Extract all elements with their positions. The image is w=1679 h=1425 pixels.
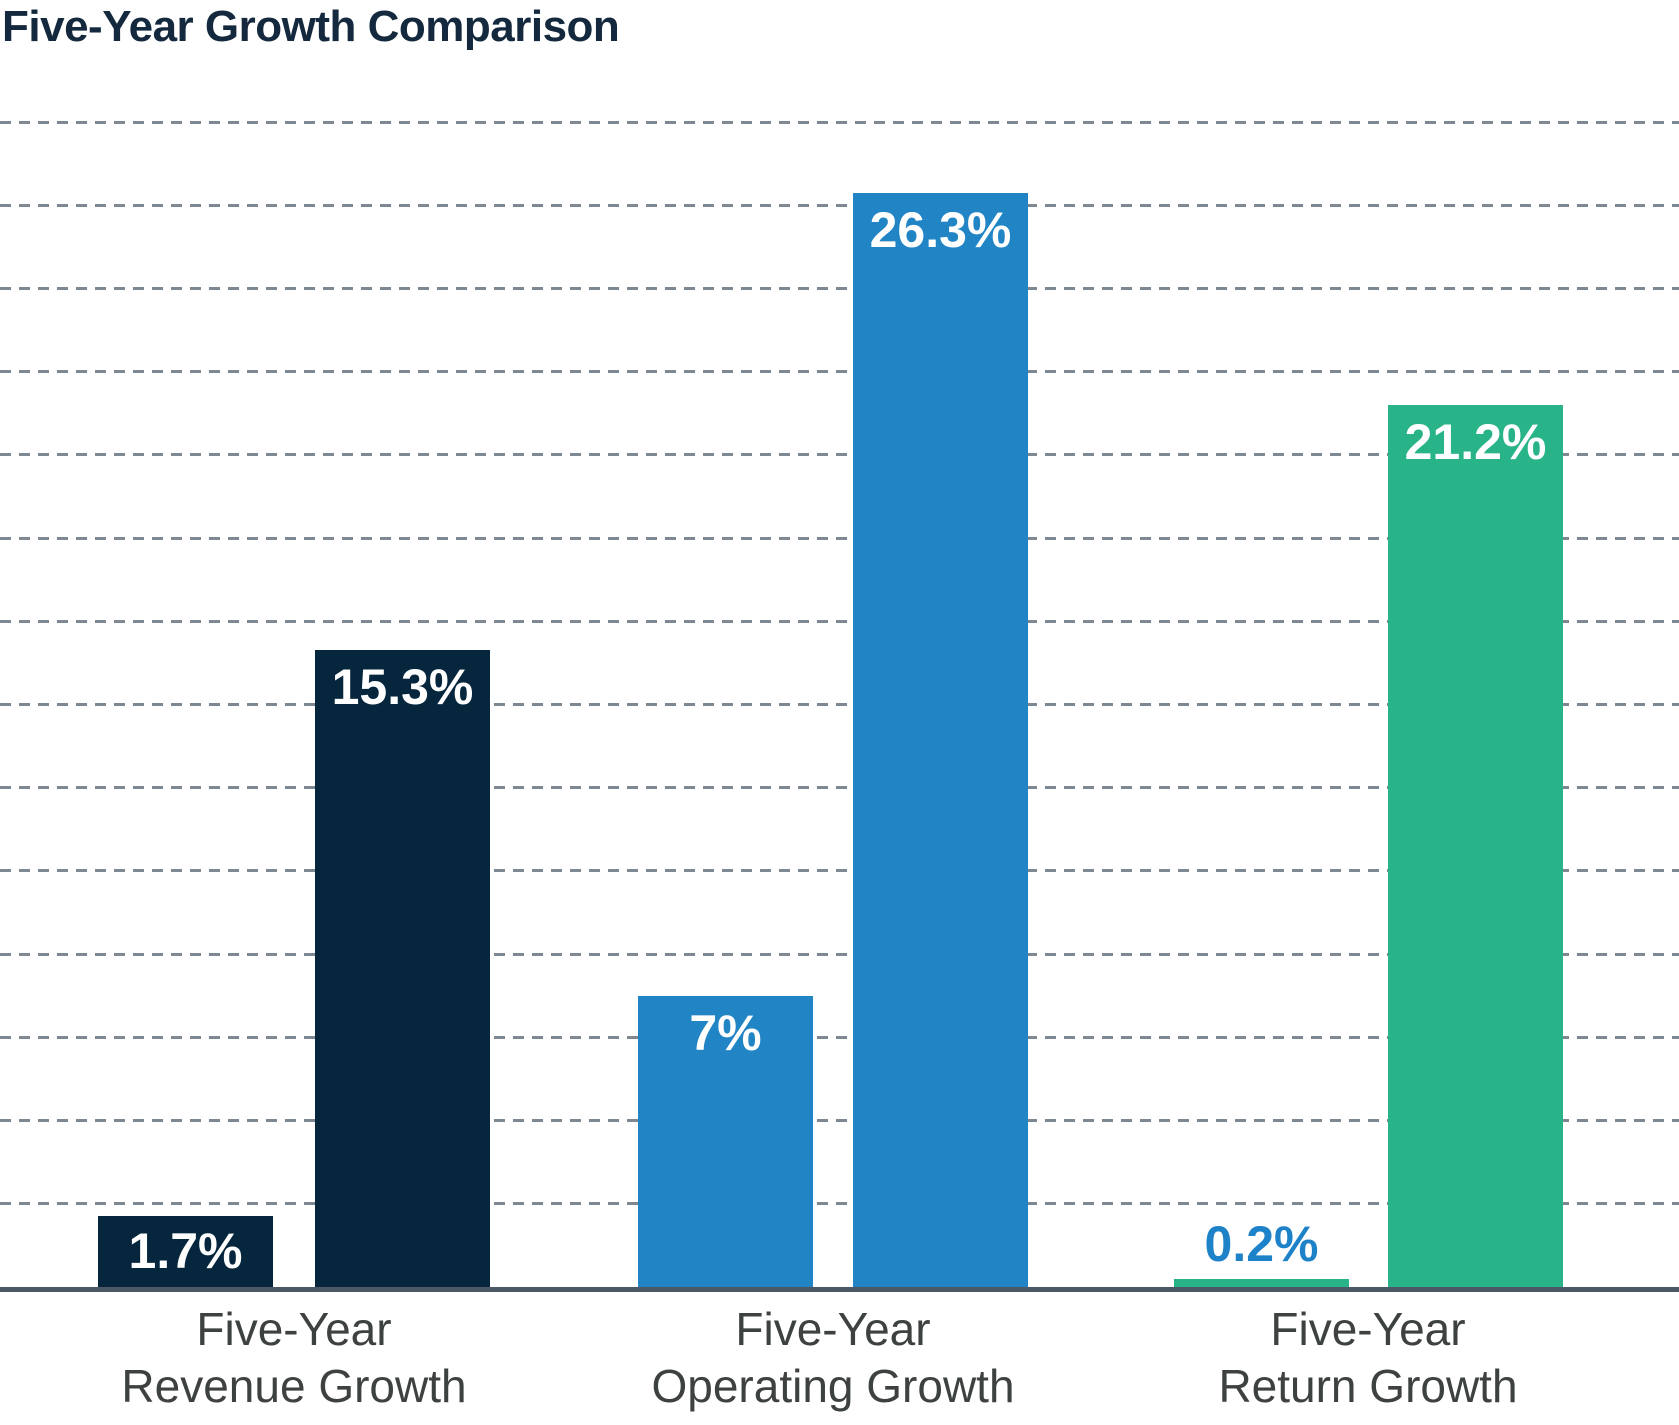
category-label-group3: Five-Year Return Growth (1218, 1303, 1518, 1412)
gridline-18pct (0, 536, 1679, 540)
bar-group2-1: 7% (638, 996, 813, 1287)
gridline-6pct (0, 1035, 1679, 1039)
gridline-24pct (0, 286, 1679, 290)
x-axis-line (0, 1287, 1679, 1292)
gridline-22pct (0, 370, 1679, 374)
bar-group3-1: 0.2% (1174, 1216, 1349, 1287)
bar-value-label: 26.3% (869, 202, 1012, 258)
bar-group3-2: 21.2% (1388, 405, 1563, 1287)
category-label-group1: Five-Year Revenue Growth (121, 1303, 467, 1412)
bar-group1-2: 15.3% (315, 650, 490, 1287)
category-label-group2: Five-Year Operating Growth (651, 1303, 1015, 1412)
chart-title: Five-Year Growth Comparison (2, 2, 620, 51)
gridline-28pct (0, 120, 1679, 124)
bar-value-label: 21.2% (1404, 414, 1547, 470)
gridline-12pct (0, 786, 1679, 790)
bar-value-label: 15.3% (331, 659, 474, 715)
bar-group1-1: 1.7% (98, 1216, 273, 1287)
gridline-20pct (0, 453, 1679, 457)
bar-value-label: 7% (689, 1005, 762, 1061)
gridline-26pct (0, 203, 1679, 207)
gridline-14pct (0, 703, 1679, 706)
gridline-8pct (0, 952, 1679, 956)
gridline-2pct (0, 1202, 1679, 1206)
gridline-4pct (0, 1119, 1679, 1123)
gridline-10pct (0, 869, 1679, 873)
gridline-16pct (0, 619, 1679, 623)
bar-group2-2: 26.3% (853, 193, 1028, 1287)
bar-value-label: 0.2% (1204, 1216, 1319, 1272)
bar-value-label: 1.7% (128, 1222, 243, 1279)
